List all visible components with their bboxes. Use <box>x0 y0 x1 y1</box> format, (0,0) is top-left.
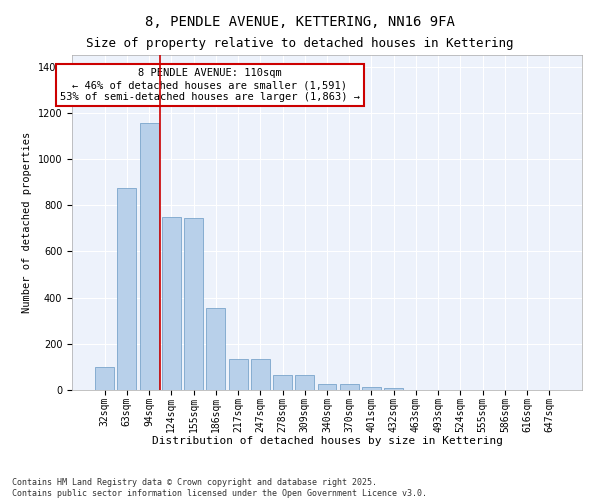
Text: Contains HM Land Registry data © Crown copyright and database right 2025.
Contai: Contains HM Land Registry data © Crown c… <box>12 478 427 498</box>
Bar <box>118 188 136 390</box>
X-axis label: Distribution of detached houses by size in Kettering: Distribution of detached houses by size … <box>151 436 503 446</box>
Bar <box>295 375 314 390</box>
Bar <box>140 123 158 390</box>
Bar <box>251 359 270 390</box>
Bar <box>206 308 225 390</box>
Text: 8 PENDLE AVENUE: 110sqm
← 46% of detached houses are smaller (1,591)
53% of semi: 8 PENDLE AVENUE: 110sqm ← 46% of detache… <box>60 68 360 102</box>
Bar <box>317 384 337 390</box>
Bar <box>229 359 248 390</box>
Bar <box>95 367 114 390</box>
Text: Size of property relative to detached houses in Kettering: Size of property relative to detached ho… <box>86 38 514 51</box>
Bar <box>384 388 403 390</box>
Bar <box>184 218 203 390</box>
Bar <box>273 375 292 390</box>
Bar <box>340 384 359 390</box>
Bar <box>162 216 181 390</box>
Bar <box>362 386 381 390</box>
Text: 8, PENDLE AVENUE, KETTERING, NN16 9FA: 8, PENDLE AVENUE, KETTERING, NN16 9FA <box>145 15 455 29</box>
Y-axis label: Number of detached properties: Number of detached properties <box>22 132 32 313</box>
